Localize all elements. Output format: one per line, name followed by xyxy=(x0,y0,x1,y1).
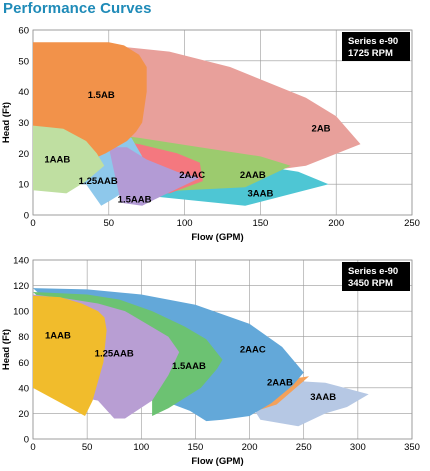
y-tick-label: 40 xyxy=(18,383,29,394)
series-rpm: 3450 RPM xyxy=(348,278,393,289)
y-tick-label: 20 xyxy=(18,149,29,160)
x-tick-label: 350 xyxy=(404,442,420,453)
y-tick-label: 50 xyxy=(18,56,29,67)
y-tick-label: 0 xyxy=(24,211,29,222)
y-tick-label: 0 xyxy=(24,435,29,446)
region-label: 2AAB xyxy=(240,170,266,181)
y-tick-label: 60 xyxy=(18,26,29,37)
y-tick-label: 20 xyxy=(18,409,29,420)
x-axis-label: Flow (GPM) xyxy=(191,232,243,243)
region-label: 1.25AAB xyxy=(79,176,118,187)
series-rpm: 1725 RPM xyxy=(348,48,393,59)
y-tick-label: 100 xyxy=(13,307,29,318)
x-tick-label: 250 xyxy=(296,442,312,453)
x-tick-label: 0 xyxy=(30,218,35,229)
series-box xyxy=(342,32,410,61)
y-tick-label: 80 xyxy=(18,332,29,343)
region-label: 1.5AAB xyxy=(118,195,152,206)
series-name: Series e-90 xyxy=(348,36,398,47)
x-axis-label: Flow (GPM) xyxy=(191,456,243,467)
y-axis-label: Head (Ft) xyxy=(1,102,12,143)
region-label: 1.5AB xyxy=(88,90,115,101)
x-tick-label: 50 xyxy=(104,218,115,229)
page-title: Performance Curves xyxy=(3,0,152,17)
x-tick-label: 150 xyxy=(252,218,268,229)
region-label: 1.5AAB xyxy=(172,361,206,372)
series-name: Series e-90 xyxy=(348,266,398,277)
y-axis-label: Head (Ft) xyxy=(1,329,12,370)
chart-3450-rpm: 3AAB 2AAB 2AAC 1.5AAB 1.25AAB 1AAB 0 50 100 150 20… xyxy=(1,256,420,468)
y-tick-label: 10 xyxy=(18,180,29,191)
x-tick-label: 300 xyxy=(350,442,366,453)
x-tick-label: 0 xyxy=(30,442,35,453)
y-tick-label: 140 xyxy=(13,256,29,267)
pump-region-1-5aab xyxy=(108,147,200,206)
region-label: 3AAB xyxy=(310,392,336,403)
region-label: 2AAC xyxy=(240,345,266,356)
y-tick-label: 40 xyxy=(18,87,29,98)
x-tick-label: 50 xyxy=(82,442,93,453)
y-tick-label: 120 xyxy=(13,281,29,292)
x-tick-label: 200 xyxy=(328,218,344,229)
region-label: 2AB xyxy=(312,124,331,135)
region-label: 2AAB xyxy=(267,378,293,389)
y-tick-label: 30 xyxy=(18,118,29,129)
x-tick-label: 150 xyxy=(187,442,203,453)
region-label: 1AAB xyxy=(44,155,70,166)
x-tick-label: 200 xyxy=(242,442,258,453)
pump-region-1aab xyxy=(33,295,107,416)
x-tick-label: 100 xyxy=(177,218,193,229)
region-label: 3AAB xyxy=(247,188,273,199)
y-tick-label: 60 xyxy=(18,358,29,369)
x-tick-label: 250 xyxy=(404,218,420,229)
x-tick-label: 100 xyxy=(133,442,149,453)
region-label: 1AAB xyxy=(45,330,71,341)
region-label: 1.25AAB xyxy=(95,348,134,359)
region-label: 2AAC xyxy=(179,170,205,181)
pump-region-1aab xyxy=(33,125,105,194)
series-box xyxy=(342,262,410,291)
